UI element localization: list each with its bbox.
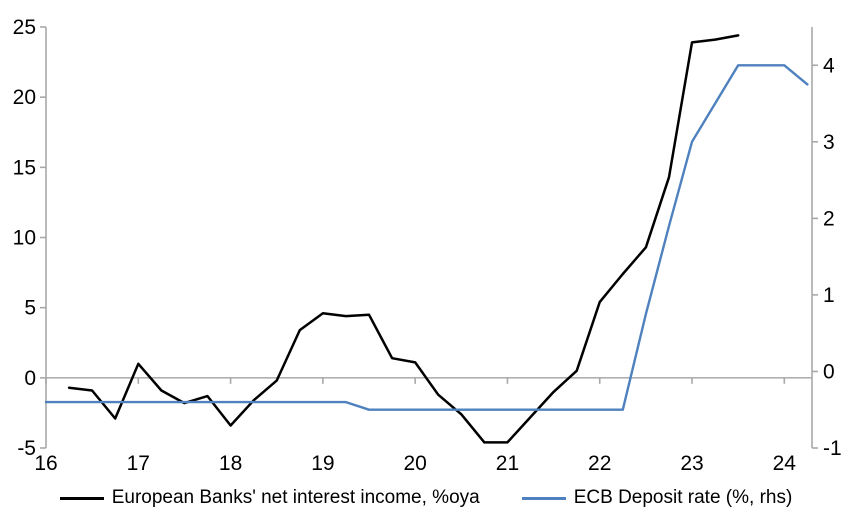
left-axis-label: 20 — [13, 86, 36, 109]
left-axis-label: -5 — [17, 437, 36, 460]
left-axis-label: 25 — [13, 16, 36, 39]
x-axis-label: 18 — [219, 452, 242, 475]
right-axis-label: -1 — [823, 437, 842, 460]
x-axis-label: 22 — [588, 452, 611, 475]
x-axis-label: 19 — [311, 452, 334, 475]
nii-line-swatch — [59, 496, 104, 500]
x-axis-label: 16 — [34, 452, 57, 475]
left-axis-label: 5 — [24, 297, 36, 320]
x-axis-label: 20 — [403, 452, 426, 475]
legend-item-deposit-rate: ECB Deposit rate (%, rhs) — [521, 487, 793, 509]
right-axis-label: 1 — [823, 284, 835, 307]
left-axis-label: 15 — [13, 156, 36, 179]
x-axis-label: 17 — [127, 452, 150, 475]
x-axis-label: 21 — [496, 452, 519, 475]
right-axis-label: 3 — [823, 131, 835, 154]
deposit-rate-line — [44, 64, 809, 411]
right-axis-label: 0 — [823, 360, 835, 383]
right-axis-label: 2 — [823, 207, 835, 230]
right-axis-label: 4 — [823, 54, 835, 77]
x-axis-label: 24 — [773, 452, 797, 475]
deposit-rate-line-swatch — [521, 496, 566, 500]
nii-legend-label: European Banks' net interest income, %oy… — [111, 487, 480, 508]
left-axis-label: 10 — [13, 227, 36, 250]
deposit-rate-legend-label: ECB Deposit rate (%, rhs) — [573, 487, 793, 508]
x-axis-label: 23 — [680, 452, 703, 475]
legend: European Banks' net interest income, %oy… — [0, 487, 852, 509]
legend-item-nii: European Banks' net interest income, %oy… — [59, 487, 480, 509]
left-axis-label: 0 — [24, 367, 36, 390]
nii-line — [67, 34, 740, 444]
